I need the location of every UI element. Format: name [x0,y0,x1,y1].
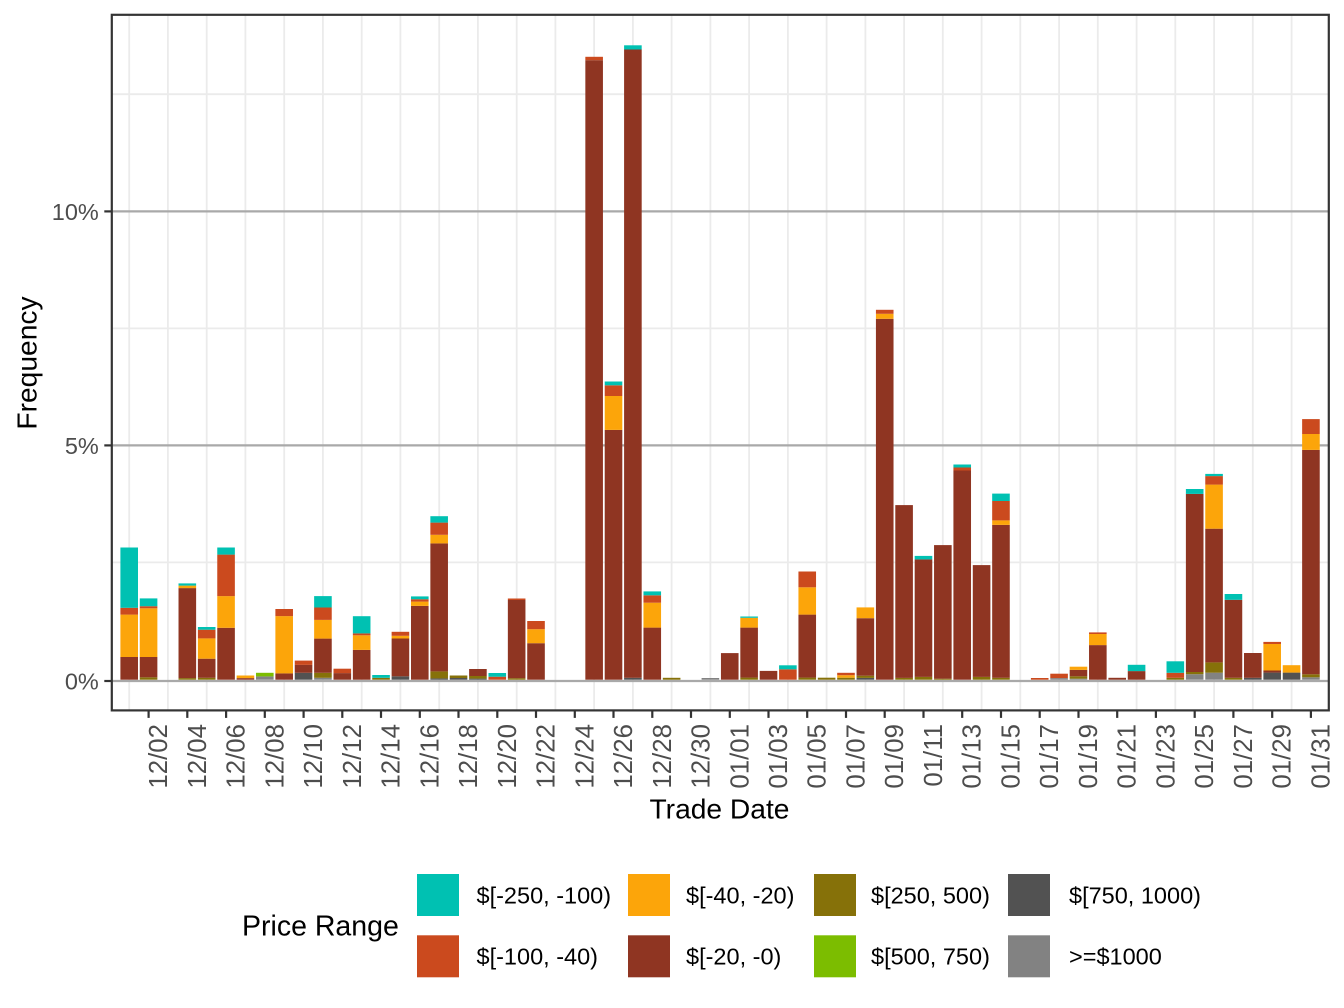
svg-text:12/30: 12/30 [688,724,716,789]
svg-text:01/01: 01/01 [726,724,754,789]
svg-text:01/17: 01/17 [1036,724,1064,789]
svg-text:12/06: 12/06 [223,724,251,789]
svg-text:01/31: 01/31 [1307,724,1335,789]
svg-text:01/23: 01/23 [1152,724,1180,789]
svg-text:12/14: 12/14 [378,724,406,789]
svg-text:01/25: 01/25 [1191,724,1219,789]
svg-text:12/28: 12/28 [649,724,677,789]
svg-text:0%: 0% [65,668,99,694]
svg-text:10%: 10% [52,199,99,225]
svg-text:Trade Date: Trade Date [650,793,790,825]
svg-text:12/04: 12/04 [184,724,212,789]
svg-text:01/05: 01/05 [804,724,832,789]
svg-text:Frequency: Frequency [11,296,43,430]
svg-text:$[-100, -40): $[-100, -40) [477,944,598,970]
svg-text:01/27: 01/27 [1230,724,1258,789]
svg-text:01/13: 01/13 [959,724,987,789]
svg-text:12/24: 12/24 [571,724,599,789]
svg-text:$[-20, -0): $[-20, -0) [686,944,781,970]
svg-text:01/15: 01/15 [998,724,1026,789]
svg-text:5%: 5% [65,433,99,459]
svg-text:$[500, 750): $[500, 750) [871,944,990,970]
svg-text:01/21: 01/21 [1114,724,1142,789]
svg-text:$[250, 500): $[250, 500) [871,882,990,908]
svg-text:12/22: 12/22 [533,724,561,789]
svg-text:12/08: 12/08 [261,724,289,789]
svg-text:>=$1000: >=$1000 [1069,944,1162,970]
svg-text:12/20: 12/20 [494,724,522,789]
svg-text:12/18: 12/18 [455,724,483,789]
svg-text:01/11: 01/11 [920,724,948,787]
svg-text:12/16: 12/16 [416,724,444,789]
svg-text:12/12: 12/12 [339,724,367,789]
svg-text:12/02: 12/02 [145,724,173,789]
svg-text:01/07: 01/07 [843,724,871,789]
svg-text:01/09: 01/09 [881,724,909,789]
svg-text:12/10: 12/10 [300,724,328,789]
svg-text:Price Range: Price Range [242,911,399,943]
svg-text:01/19: 01/19 [1075,724,1103,789]
svg-text:$[-250, -100): $[-250, -100) [477,882,612,908]
svg-text:01/03: 01/03 [765,724,793,789]
svg-text:01/29: 01/29 [1269,724,1297,789]
svg-text:$[750, 1000): $[750, 1000) [1069,882,1201,908]
svg-text:12/26: 12/26 [610,724,638,789]
svg-text:$[-40, -20): $[-40, -20) [686,882,794,908]
